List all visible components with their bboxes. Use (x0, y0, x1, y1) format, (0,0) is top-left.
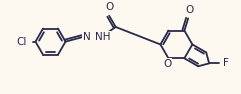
Text: O: O (163, 59, 172, 69)
Text: Cl: Cl (17, 37, 27, 47)
Text: O: O (105, 2, 113, 12)
Text: N: N (83, 32, 91, 42)
Text: F: F (223, 58, 229, 68)
Text: O: O (185, 5, 193, 15)
Text: NH: NH (95, 32, 111, 42)
